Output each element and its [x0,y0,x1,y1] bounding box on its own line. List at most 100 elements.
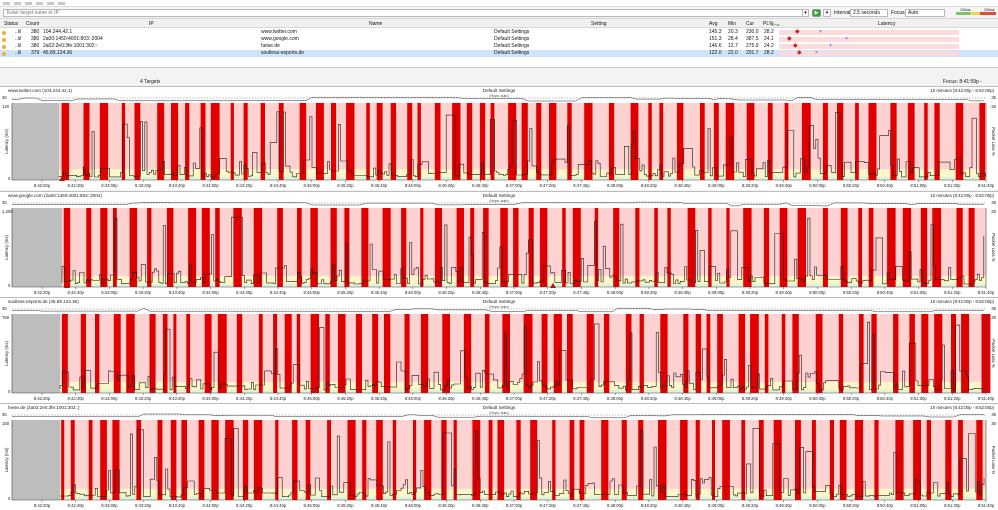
x-tick-label: 8:44:00p [202,503,219,508]
x-tick-label: 8:50:00p [809,183,826,188]
menu-item[interactable] [36,2,43,5]
x-tick-label: 8:43:20p [135,183,152,188]
table-row[interactable]: ..lıl 380 2a00:1450:4001:803::2004 www.goog… [0,36,998,43]
packet-loss-bar [420,208,424,287]
graph-panel-google[interactable]: www.google.com (2a00:1450:4001:803::2004… [0,191,998,297]
packet-loss-bar [907,103,915,180]
latency-graph[interactable]: heise.de (2a02:2e0:3fe:1001:302::) Defaul… [0,404,998,510]
packet-loss-bar [958,420,963,500]
packet-loss-bar [741,420,746,500]
packet-loss-bar [376,420,383,500]
col-latency[interactable]: Latency [878,21,896,27]
packet-loss-bar [83,103,90,180]
packet-loss-bar [579,420,585,500]
table-row[interactable]: ..lıl 379 45.89.124.36 soulless-esports.de D… [0,50,998,57]
packet-loss-bar [483,208,489,287]
graph-setting: Default Settings [483,193,516,198]
graph-panel-heise[interactable]: heise.de (2a02:2e0:3fe:1001:302::) Defaul… [0,403,998,510]
col-ip[interactable]: IP [149,21,154,27]
packet-loss-bar [523,314,533,393]
packet-loss-bar [750,314,759,393]
packet-loss-bar [708,208,712,287]
x-tick-label: 8:50:20p [843,396,860,401]
col-min[interactable]: Min [728,21,737,27]
menu-item[interactable] [3,2,10,5]
packet-loss-bar [781,314,786,393]
hops-axis-max: 35 [2,412,7,417]
row-avg: 145.3 [709,29,722,35]
x-tick-label: 8:42:40p [68,183,85,188]
packet-loss-bar [331,103,337,180]
col-avg[interactable]: Avg [709,21,718,27]
target-input[interactable] [3,9,803,17]
x-tick-label: 8:49:40p [776,503,793,508]
packet-loss-bar [136,420,142,500]
no-data-region [12,314,60,393]
avg-marker-icon: × [815,50,818,56]
table-row[interactable]: ..lıl 380 2a02:2e0:3fe:1001:302:: heise.de D… [0,43,998,50]
latency-graph[interactable]: www.google.com (2a00:1450:4001:803::2004… [0,192,998,298]
packet-loss-bar [921,314,929,393]
packet-loss-bar [924,103,928,180]
row-ip: 45.89.124.36 [43,50,73,56]
menu-item[interactable] [25,2,32,5]
x-tick-label: 8:50:00p [809,396,826,401]
packet-loss-bar [215,208,220,287]
packet-loss-bar [822,208,828,287]
x-tick-label: 8:50:20p [843,503,860,508]
packet-loss-bar [895,420,904,500]
row-pl: 24.2 [764,43,774,49]
play-icon: ▶ [814,10,819,16]
latency-graph[interactable]: www.twitter.com (104.244.42.1) Default Se… [0,87,998,191]
col-status[interactable]: Status [4,21,19,27]
row-hops: ..lıl [15,50,22,56]
row-name: soulless-esports.de [261,50,305,56]
chevron-down-icon[interactable]: ▾ [803,9,809,17]
y-axis-label: Latency (ms) [4,129,9,154]
menu-item[interactable] [47,2,54,5]
no-data-region [12,208,62,287]
col-setting[interactable]: Setting [591,21,607,27]
x-tick-label: 8:48:20p [641,183,658,188]
packet-loss-bar [61,103,70,180]
play-button[interactable]: ▶ [812,9,821,17]
x-tick-label: 8:50:40p [877,503,894,508]
interval-select[interactable]: 2.5 seconds [850,9,888,17]
options-button[interactable]: ▾ [823,9,831,17]
packet-loss-bar [338,314,346,393]
x-tick-label: 8:48:20p [641,396,658,401]
col-cur[interactable]: Cur [746,21,755,27]
packet-loss-bar [926,420,931,500]
table-row[interactable]: ..lıl 380 104.244.42.1 www.twitter.com Defau… [0,22,998,36]
row-count: 380 [31,36,40,42]
focus-select[interactable]: Auto [905,9,945,17]
graph-panel-soulless[interactable]: soulless-esports.de (45.89.124.36) Defaul… [0,297,998,403]
graph-panel-twitter[interactable]: www.twitter.com (104.244.42.1) Default Se… [0,86,998,190]
packet-loss-bar [210,103,220,180]
x-tick-label: 8:43:40p [169,503,186,508]
x-tick-label: 8:42:40p [68,290,85,295]
packet-loss-bar [683,314,689,393]
x-tick-label: 8:47:40p [573,396,590,401]
col-pl[interactable]: PL% [763,21,774,27]
packet-loss-bar [452,103,461,180]
row-count: 380 [31,29,40,35]
col-count[interactable]: Count [26,21,40,27]
col-name[interactable]: Name [369,21,383,27]
packet-loss-bar [815,314,823,393]
target-table: Status Count IP Name Setting Avg Min Cur… [0,20,998,92]
x-tick-label: 8:51:00p [910,503,927,508]
x-tick-label: 8:44:40p [270,503,287,508]
packet-loss-bar [630,103,639,180]
latency-legend: 100ms 200ms [956,8,996,17]
menu-item[interactable] [58,2,65,5]
latency-graph[interactable]: soulless-esports.de (45.89.124.36) Defaul… [0,298,998,404]
packet-loss-bar [552,420,556,500]
menu-item[interactable] [14,2,21,5]
x-tick-label: 8:51:20p [944,290,961,295]
row-cur: 201.7 [746,50,759,56]
x-tick-label: 8:49:00p [708,290,725,295]
packet-loss-bar [456,208,464,287]
x-tick-label: 8:47:00p [506,290,523,295]
packet-loss-bar [88,420,93,500]
